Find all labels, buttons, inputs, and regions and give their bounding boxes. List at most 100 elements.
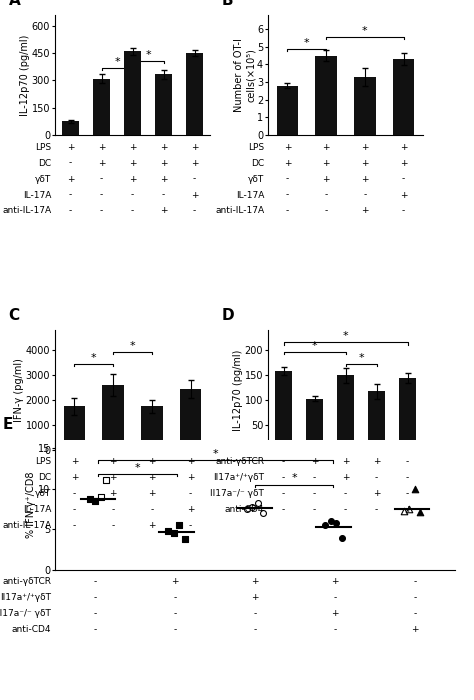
Text: +: + <box>160 143 167 151</box>
Text: +: + <box>129 143 136 151</box>
Text: anti-γδTCR: anti-γδTCR <box>215 458 264 466</box>
Bar <box>316 55 337 135</box>
Text: -: - <box>413 578 417 587</box>
Text: -: - <box>286 174 289 183</box>
Text: DC: DC <box>38 473 51 482</box>
Text: -: - <box>189 522 192 531</box>
Text: +: + <box>129 158 136 167</box>
Text: -: - <box>162 190 165 199</box>
Text: -: - <box>282 489 285 498</box>
Bar <box>64 406 85 450</box>
Text: +: + <box>191 158 198 167</box>
Text: -: - <box>150 505 154 514</box>
Text: -: - <box>344 489 347 498</box>
Text: -: - <box>73 505 76 514</box>
Text: DC: DC <box>38 158 51 167</box>
Text: *: * <box>91 353 97 363</box>
Text: +: + <box>171 578 179 587</box>
Text: -: - <box>193 206 196 216</box>
Text: *: * <box>358 353 364 363</box>
Text: DC: DC <box>251 158 264 167</box>
Text: +: + <box>361 158 369 167</box>
Text: C: C <box>9 308 19 323</box>
Text: -: - <box>111 505 115 514</box>
Text: +: + <box>361 206 369 216</box>
Text: +: + <box>67 174 74 183</box>
Text: *: * <box>343 331 348 341</box>
Text: *: * <box>213 449 219 459</box>
Text: LPS: LPS <box>248 143 264 151</box>
Text: -: - <box>402 206 405 216</box>
Text: E: E <box>3 417 13 432</box>
Bar <box>102 385 124 450</box>
Text: +: + <box>71 458 78 466</box>
Y-axis label: IFN-γ (pg/ml): IFN-γ (pg/ml) <box>14 358 24 422</box>
Text: +: + <box>148 522 155 531</box>
Bar <box>124 51 141 135</box>
Text: IL-17A: IL-17A <box>23 190 51 199</box>
Text: +: + <box>322 174 330 183</box>
Text: Il17a⁺/⁺γδT: Il17a⁺/⁺γδT <box>0 594 51 603</box>
Text: +: + <box>400 158 407 167</box>
Text: anti-IL-17A: anti-IL-17A <box>2 206 51 216</box>
Text: +: + <box>191 143 198 151</box>
Point <box>170 528 178 539</box>
Text: -: - <box>313 489 316 498</box>
Text: +: + <box>148 473 155 482</box>
Text: +: + <box>160 206 167 216</box>
Text: -: - <box>100 190 103 199</box>
Text: -: - <box>313 473 316 482</box>
Text: -: - <box>69 158 72 167</box>
Bar <box>393 59 414 135</box>
Text: anti-IL-17A: anti-IL-17A <box>2 522 51 531</box>
Text: D: D <box>221 308 234 323</box>
Y-axis label: Number of OT-I
cells(×10⁵): Number of OT-I cells(×10⁵) <box>234 38 255 112</box>
Text: -: - <box>173 594 177 603</box>
Text: LPS: LPS <box>35 458 51 466</box>
Point <box>86 493 94 504</box>
Text: -: - <box>173 626 177 634</box>
Text: -: - <box>69 190 72 199</box>
Text: -: - <box>189 489 192 498</box>
Text: +: + <box>109 458 117 466</box>
Bar <box>93 78 110 135</box>
Text: +: + <box>331 578 339 587</box>
Point <box>327 516 335 527</box>
Bar <box>337 375 354 450</box>
Text: *: * <box>130 341 135 351</box>
Bar <box>62 121 79 135</box>
Text: +: + <box>98 158 105 167</box>
Bar <box>186 53 203 135</box>
Text: -: - <box>282 458 285 466</box>
Text: *: * <box>312 341 317 351</box>
Text: -: - <box>282 473 285 482</box>
Text: +: + <box>400 143 407 151</box>
Text: -: - <box>93 610 97 619</box>
Text: +: + <box>411 626 419 634</box>
Text: +: + <box>160 174 167 183</box>
Point <box>405 503 413 514</box>
Y-axis label: % IFN-γ⁺/CD8: % IFN-γ⁺/CD8 <box>27 472 36 538</box>
Text: -: - <box>93 626 97 634</box>
Text: +: + <box>322 143 330 151</box>
Text: -: - <box>193 174 196 183</box>
Text: -: - <box>93 594 97 603</box>
Text: Il17a⁻/⁻ γδT: Il17a⁻/⁻ γδT <box>0 610 51 619</box>
Text: -: - <box>93 578 97 587</box>
Text: -: - <box>131 206 134 216</box>
Text: -: - <box>286 190 289 199</box>
Text: +: + <box>71 473 78 482</box>
Text: anti-IL-17A: anti-IL-17A <box>215 206 264 216</box>
Text: -: - <box>282 505 285 514</box>
Text: Il17a⁺/⁺γδT: Il17a⁺/⁺γδT <box>213 473 264 482</box>
Point <box>259 508 267 519</box>
Text: -: - <box>254 610 256 619</box>
Text: +: + <box>342 458 349 466</box>
Point <box>416 506 424 517</box>
Text: +: + <box>373 489 380 498</box>
Point <box>102 474 110 485</box>
Text: -: - <box>406 458 409 466</box>
Text: -: - <box>111 522 115 531</box>
Text: +: + <box>148 489 155 498</box>
Y-axis label: IL-12p70 (pg/ml): IL-12p70 (pg/ml) <box>20 34 30 116</box>
